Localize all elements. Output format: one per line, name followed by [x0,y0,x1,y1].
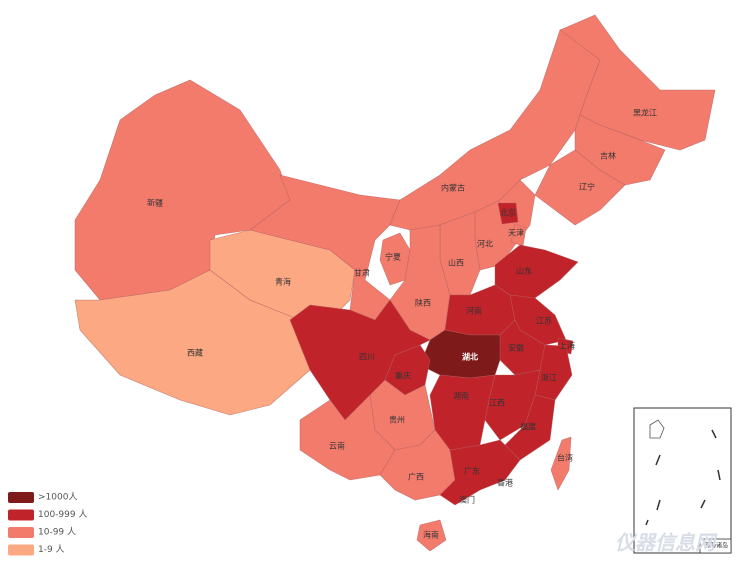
province-label: 香港 [497,478,513,488]
province-label: 江苏 [536,316,552,326]
province-label: 河南 [466,306,482,316]
province-label: 辽宁 [579,182,595,192]
legend-swatch [8,492,34,503]
province-label: 湖南 [453,391,469,401]
province-label: 广西 [408,472,424,482]
province [419,329,501,379]
province [439,439,521,506]
province-label: 青海 [275,277,291,287]
province-label: 江西 [489,399,505,408]
province-label: 云南 [329,441,345,451]
province-label: 河北 [477,239,493,249]
legend-swatch [8,509,34,521]
legend-swatch [8,544,34,556]
province-label: 北京 [500,208,516,218]
province-label: 甘肃 [354,268,370,278]
province-label: 宁夏 [385,252,401,262]
legend-swatch [8,527,34,538]
province-label: 上海 [559,341,575,351]
province-label: 黑龙江 [633,108,657,118]
province-label: 西藏 [187,348,203,358]
legend-label: 1-9 人 [38,544,65,555]
legend-label: 100-999 人 [38,509,87,520]
province-label: 天津 [508,228,524,238]
inset-label-box [699,538,732,554]
province [497,202,519,225]
province [534,149,626,226]
province-layer [74,14,716,552]
watermark: 仪器信息网 [615,531,718,555]
province-label: 山西 [448,258,464,268]
province [416,519,447,552]
province [559,14,716,151]
province-label: 山东 [516,266,532,276]
province-label: 重庆 [395,371,411,381]
province [429,374,496,451]
legend: >1000人 100-999 人 10-99 人 1-9 人 [8,492,87,556]
legend-label: >1000人 [38,492,77,503]
province-label: 海南 [423,530,439,540]
inset-label: 南海诸岛 [704,542,728,550]
inset-dash [645,429,721,526]
province-label: 湖北 [462,352,478,362]
province-label: 吉林 [600,151,616,161]
province-label: 安徽 [508,343,524,353]
province-label: 广东 [464,466,480,476]
province [550,436,572,491]
province-label: 贵州 [389,415,405,425]
province-label: 浙江 [541,373,557,383]
legend-label: 10-99 人 [38,527,76,538]
province-label: 新疆 [147,198,163,208]
province [574,114,666,186]
province-label: 台湾 [557,453,573,463]
province-label: 福建 [520,422,536,432]
province-label: 内蒙古 [441,183,465,193]
province-label: 四川 [359,353,375,362]
inset-coast [649,419,665,439]
province-label: 陕西 [415,298,431,308]
province-label: 澳门 [459,495,475,505]
